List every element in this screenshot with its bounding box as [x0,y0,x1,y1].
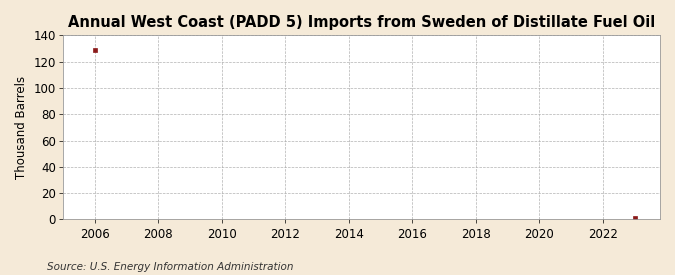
Title: Annual West Coast (PADD 5) Imports from Sweden of Distillate Fuel Oil: Annual West Coast (PADD 5) Imports from … [68,15,655,30]
Y-axis label: Thousand Barrels: Thousand Barrels [15,76,28,179]
Text: Source: U.S. Energy Information Administration: Source: U.S. Energy Information Administ… [47,262,294,272]
